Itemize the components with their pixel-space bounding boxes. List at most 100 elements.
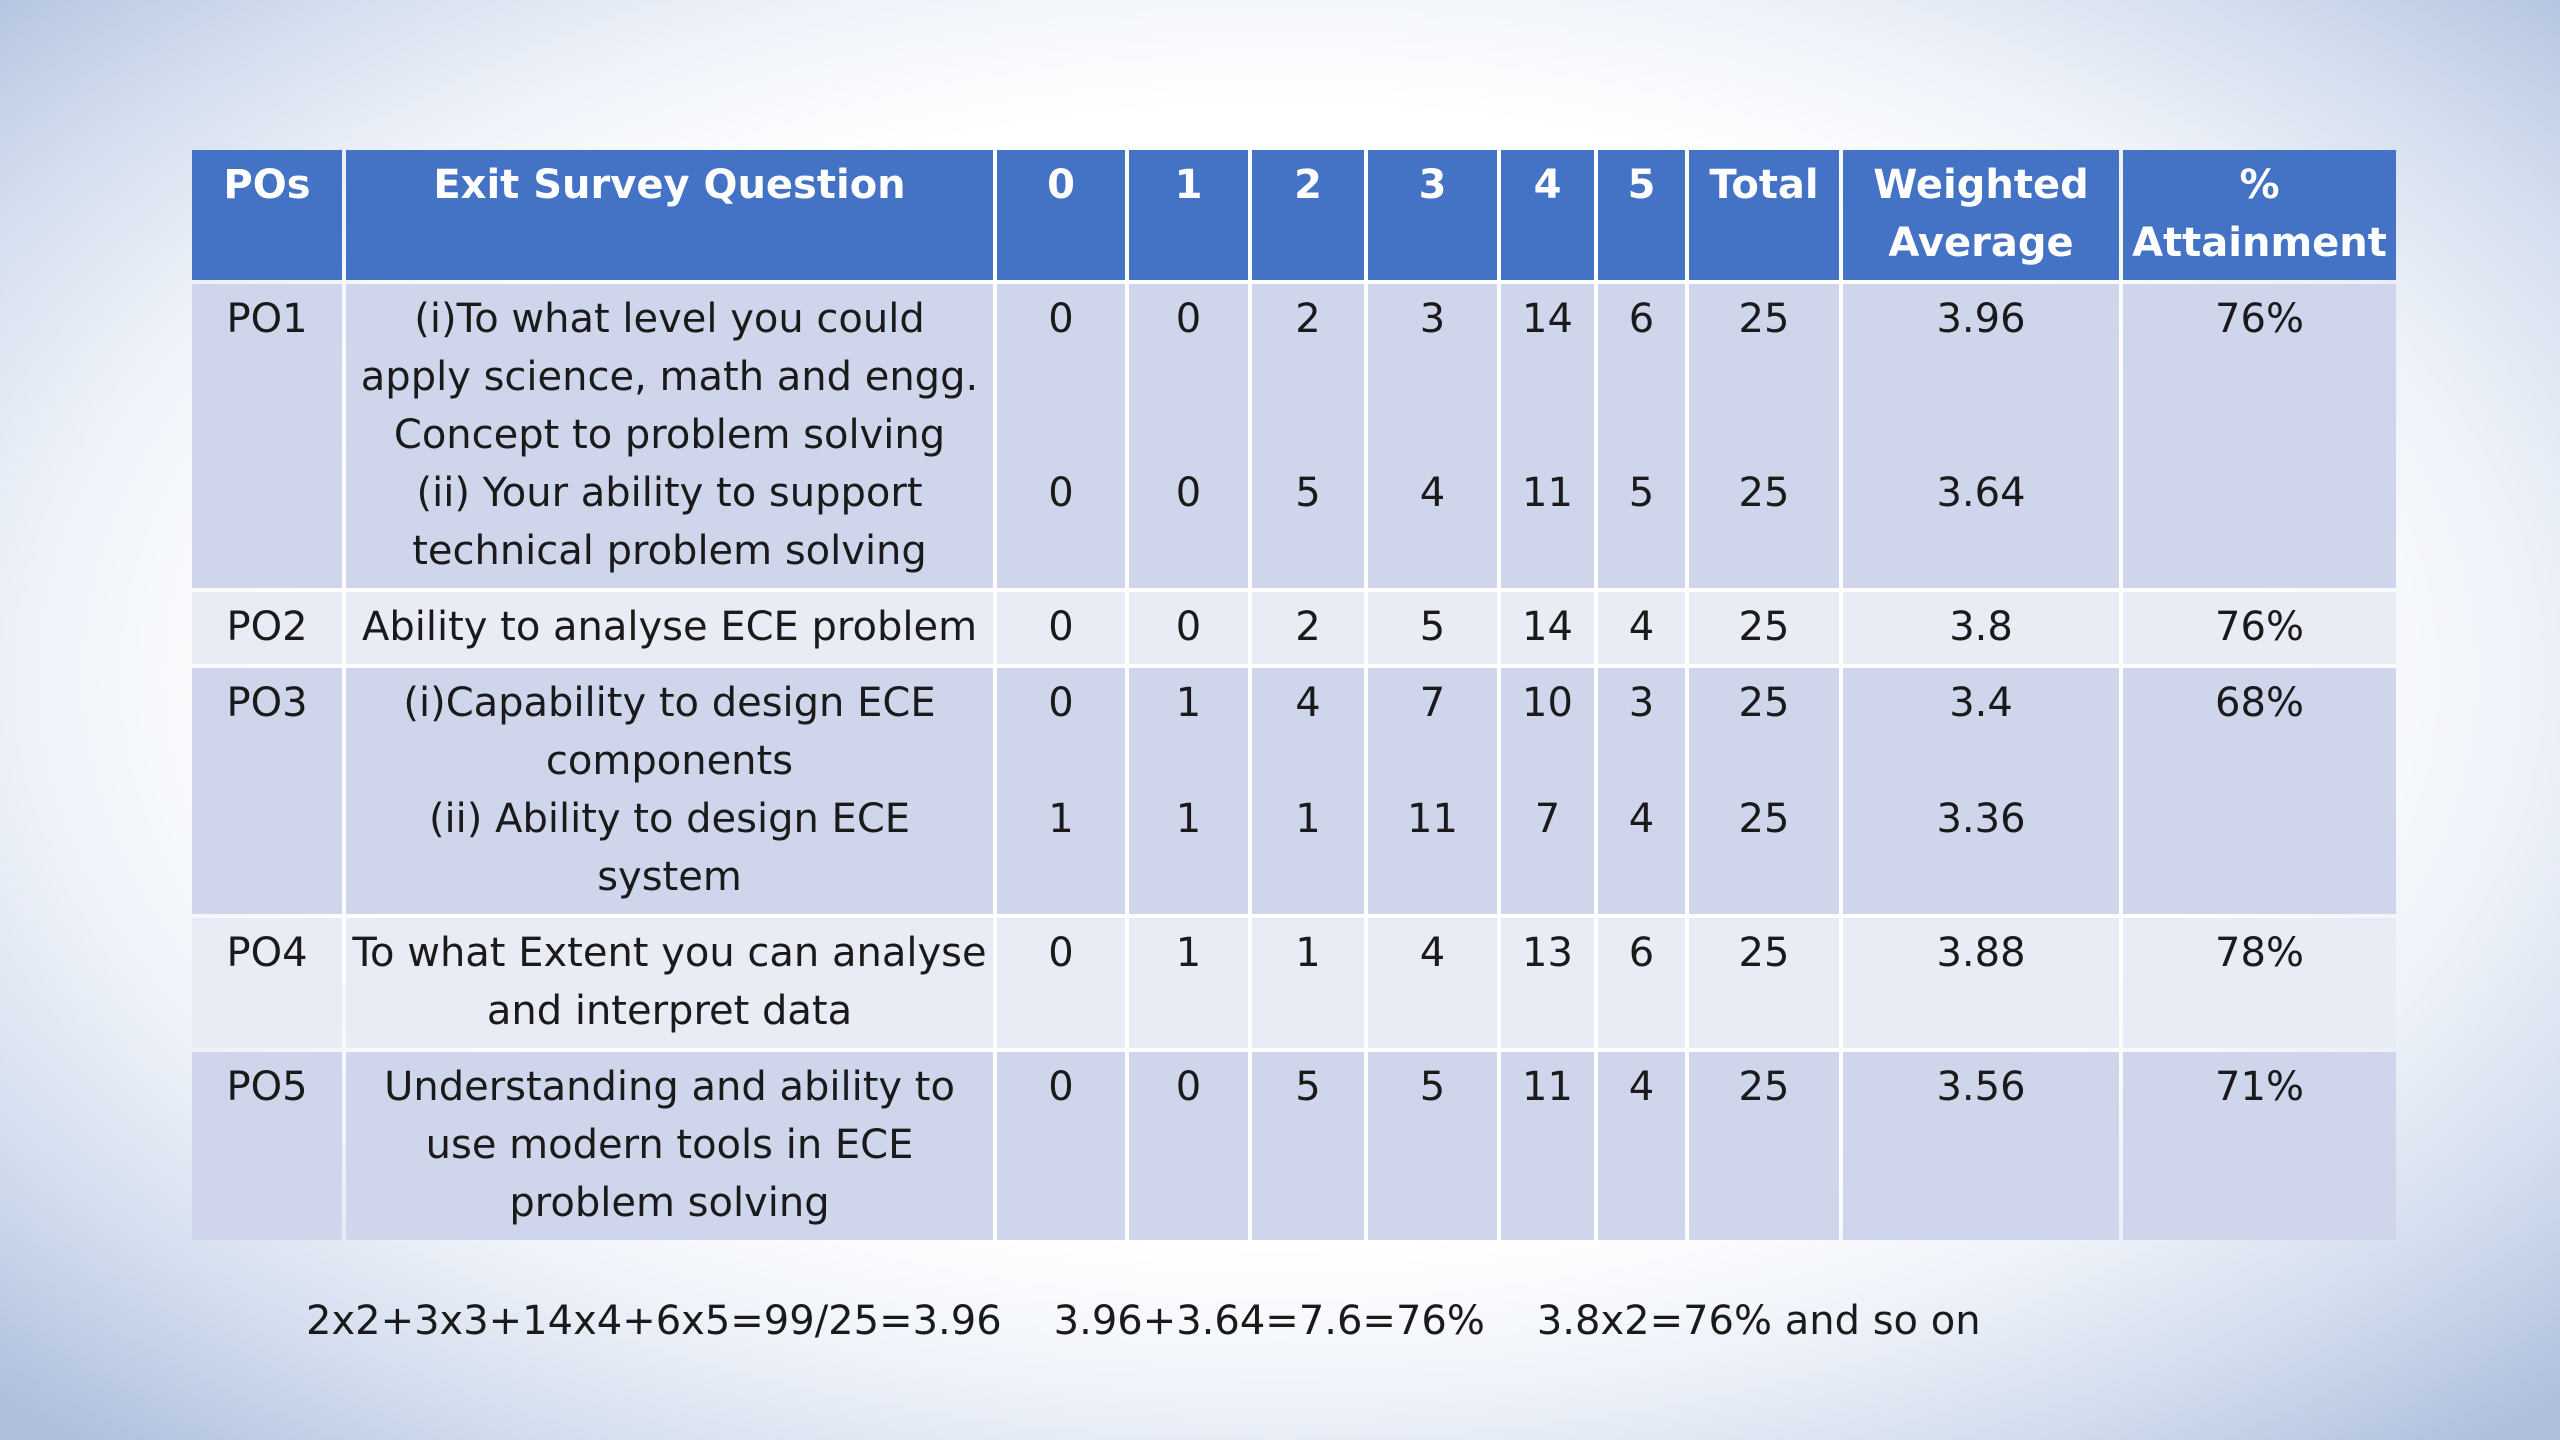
formula-line: 2x2+3x3+14x4+6x5=99/25=3.96 3.96+3.64=7.6… — [306, 1298, 2033, 1344]
score-2-cell: 4 1 — [1252, 668, 1364, 914]
score-0-cell: 0 — [997, 592, 1125, 664]
formula-attainment-single-example: 3.8x2=76% and so on — [1536, 1298, 1981, 1344]
value: 6 — [1628, 296, 1655, 342]
header-score-5: 5 — [1598, 150, 1685, 280]
score-0-cell: 0 0 — [997, 284, 1125, 588]
po-cell: PO2 — [192, 592, 342, 664]
weighted-average-cell: 3.96 3.64 — [1843, 284, 2119, 588]
score-3-cell: 4 — [1368, 918, 1497, 1048]
value: 3.64 — [1936, 470, 2026, 516]
spacer — [1507, 406, 1588, 464]
po-cell: PO4 — [192, 918, 342, 1048]
value: 3 — [1628, 680, 1655, 726]
question-line: components — [545, 738, 794, 784]
value: 7 — [1534, 796, 1561, 842]
question-line: Understanding and ability to — [384, 1064, 955, 1110]
question-line: problem solving — [509, 1180, 830, 1226]
question-line: (ii) Ability to design ECE system — [428, 796, 911, 900]
value: 3.96 — [1936, 296, 2026, 342]
score-5-cell: 6 5 — [1598, 284, 1685, 588]
question-line: (i)Capability to design ECE — [403, 680, 936, 726]
value: 0 — [1048, 680, 1074, 726]
spacer — [1604, 406, 1679, 464]
total-cell: 25 — [1689, 918, 1839, 1048]
score-4-cell: 13 — [1501, 918, 1594, 1048]
total-cell: 25 — [1689, 592, 1839, 664]
header-attainment: % Attainment — [2123, 150, 2396, 280]
spacer — [1695, 348, 1833, 406]
question-line: Concept to problem solving — [393, 412, 946, 458]
score-4-cell: 14 11 — [1501, 284, 1594, 588]
score-5-cell: 3 4 — [1598, 668, 1685, 914]
value: 10 — [1522, 680, 1573, 726]
spacer — [1849, 348, 2113, 406]
table-row-po3: PO3 (i)Capability to design ECE componen… — [192, 668, 2396, 914]
question-cell: (i)To what level you could apply science… — [346, 284, 993, 588]
spacer — [1003, 406, 1119, 464]
spacer — [1374, 348, 1491, 406]
value: 25 — [1738, 680, 1790, 726]
spacer — [1507, 348, 1588, 406]
score-2-cell: 5 — [1252, 1052, 1364, 1240]
header-score-1: 1 — [1129, 150, 1248, 280]
question-line: apply science, math and engg. — [360, 354, 979, 400]
score-4-cell: 10 7 — [1501, 668, 1594, 914]
value: 4 — [1628, 796, 1655, 842]
formula-attainment-example: 3.96+3.64=7.6=76% — [1053, 1298, 1485, 1344]
spacer — [1604, 732, 1679, 790]
score-1-cell: 0 — [1129, 592, 1248, 664]
value: 11 — [1522, 470, 1573, 516]
value: 4 — [1419, 470, 1446, 516]
weighted-average-cell: 3.4 3.36 — [1843, 668, 2119, 914]
value: 4 — [1295, 680, 1321, 726]
value: 0 — [1175, 470, 1202, 516]
score-2-cell: 2 5 — [1252, 284, 1364, 588]
spacer — [1695, 732, 1833, 790]
weighted-average-cell: 3.88 — [1843, 918, 2119, 1048]
weighted-average-cell: 3.56 — [1843, 1052, 2119, 1240]
spacer — [1258, 348, 1358, 406]
exit-survey-table: POs Exit Survey Question 0 1 2 3 4 5 Tot… — [188, 146, 2400, 1244]
question-cell: (i)Capability to design ECE components (… — [346, 668, 993, 914]
header-total: Total — [1689, 150, 1839, 280]
value: 1 — [1295, 796, 1321, 842]
score-1-cell: 1 — [1129, 918, 1248, 1048]
spacer — [1604, 348, 1679, 406]
score-2-cell: 1 — [1252, 918, 1364, 1048]
value: 0 — [1048, 296, 1074, 342]
table-row-po4: PO4 To what Extent you can analyse and i… — [192, 918, 2396, 1048]
attainment-cell: 76% — [2123, 284, 2396, 588]
header-weighted-line1: Weighted — [1873, 162, 2089, 208]
spacer — [1258, 732, 1358, 790]
table-row-po5: PO5 Understanding and ability to use mod… — [192, 1052, 2396, 1240]
score-0-cell: 0 1 — [997, 668, 1125, 914]
question-line: Ability to analyse ECE problem — [361, 604, 978, 650]
value: 0 — [1048, 470, 1074, 516]
score-3-cell: 5 — [1368, 1052, 1497, 1240]
attainment-cell: 71% — [2123, 1052, 2396, 1240]
spacer — [1258, 406, 1358, 464]
value: 0 — [1175, 296, 1202, 342]
spacer — [1135, 348, 1242, 406]
spacer — [1374, 406, 1491, 464]
weighted-average-cell: 3.8 — [1843, 592, 2119, 664]
score-1-cell: 0 0 — [1129, 284, 1248, 588]
score-3-cell: 7 11 — [1368, 668, 1497, 914]
attainment-cell: 76% — [2123, 592, 2396, 664]
value: 14 — [1522, 296, 1573, 342]
question-line: technical problem solving — [412, 528, 927, 574]
header-question: Exit Survey Question — [346, 150, 993, 280]
score-5-cell: 4 — [1598, 1052, 1685, 1240]
question-cell: Understanding and ability to use modern … — [346, 1052, 993, 1240]
value: 3 — [1419, 296, 1446, 342]
header-weighted-average: Weighted Average — [1843, 150, 2119, 280]
spacer — [1135, 406, 1242, 464]
header-score-0: 0 — [997, 150, 1125, 280]
spacer — [1507, 732, 1588, 790]
table-row-po1: PO1 (i)To what level you could apply sci… — [192, 284, 2396, 588]
po-cell: PO3 — [192, 668, 342, 914]
spacer — [1003, 732, 1119, 790]
spacer — [1849, 732, 2113, 790]
header-score-4: 4 — [1501, 150, 1594, 280]
